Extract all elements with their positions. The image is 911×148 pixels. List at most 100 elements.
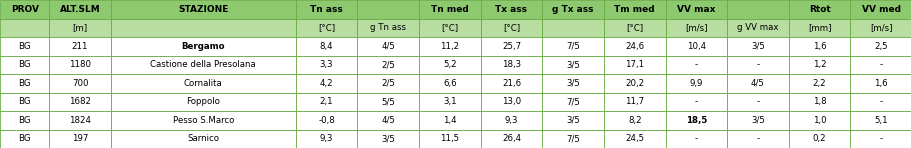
Text: 3/5: 3/5: [566, 79, 579, 88]
Bar: [849, 18, 911, 37]
Bar: [542, 130, 603, 148]
Bar: [295, 0, 357, 18]
Bar: [726, 0, 788, 18]
Bar: [665, 18, 726, 37]
Text: 6,6: 6,6: [443, 79, 456, 88]
Text: Tn med: Tn med: [431, 5, 468, 14]
Text: [m]: [m]: [73, 23, 87, 32]
Bar: [49, 0, 111, 18]
Text: 9,9: 9,9: [689, 79, 702, 88]
Text: 7/5: 7/5: [566, 134, 579, 143]
Bar: [418, 37, 480, 56]
Text: 3,3: 3,3: [320, 60, 333, 69]
Bar: [418, 0, 480, 18]
Text: PROV: PROV: [11, 5, 38, 14]
Text: [m/s]: [m/s]: [684, 23, 707, 32]
Bar: [480, 130, 542, 148]
Bar: [542, 0, 603, 18]
Bar: [0, 37, 49, 56]
Bar: [295, 111, 357, 130]
Bar: [0, 111, 49, 130]
Bar: [665, 37, 726, 56]
Bar: [295, 130, 357, 148]
Bar: [480, 0, 542, 18]
Text: -: -: [694, 60, 697, 69]
Bar: [0, 92, 49, 111]
Bar: [726, 37, 788, 56]
Bar: [418, 130, 480, 148]
Bar: [0, 74, 49, 92]
Text: Foppolo: Foppolo: [186, 97, 220, 106]
Bar: [726, 56, 788, 74]
Text: 3/5: 3/5: [750, 116, 764, 125]
Text: 7/5: 7/5: [566, 97, 579, 106]
Text: -: -: [694, 97, 697, 106]
Bar: [418, 56, 480, 74]
Text: 18,5: 18,5: [685, 116, 706, 125]
Bar: [111, 111, 295, 130]
Text: BG: BG: [18, 60, 31, 69]
Bar: [603, 130, 665, 148]
Text: 1,4: 1,4: [443, 116, 456, 125]
Text: -: -: [879, 97, 882, 106]
Text: 26,4: 26,4: [501, 134, 520, 143]
Bar: [49, 37, 111, 56]
Bar: [849, 37, 911, 56]
Text: BG: BG: [18, 79, 31, 88]
Text: 3/5: 3/5: [750, 42, 764, 51]
Bar: [111, 74, 295, 92]
Bar: [357, 18, 418, 37]
Text: Castione della Presolana: Castione della Presolana: [150, 60, 256, 69]
Bar: [665, 111, 726, 130]
Text: Cornalita: Cornalita: [184, 79, 222, 88]
Text: -: -: [755, 97, 759, 106]
Bar: [357, 74, 418, 92]
Text: -: -: [879, 60, 882, 69]
Text: BG: BG: [18, 116, 31, 125]
Text: 2/5: 2/5: [381, 79, 394, 88]
Text: BG: BG: [18, 42, 31, 51]
Bar: [603, 37, 665, 56]
Text: 1,6: 1,6: [812, 42, 825, 51]
Bar: [0, 0, 49, 18]
Text: Rtot: Rtot: [808, 5, 830, 14]
Text: BG: BG: [18, 134, 31, 143]
Bar: [726, 92, 788, 111]
Bar: [726, 74, 788, 92]
Bar: [665, 130, 726, 148]
Bar: [49, 56, 111, 74]
Text: 0,2: 0,2: [812, 134, 825, 143]
Text: 25,7: 25,7: [501, 42, 520, 51]
Bar: [849, 111, 911, 130]
Text: 3/5: 3/5: [381, 134, 394, 143]
Text: 2,5: 2,5: [874, 42, 887, 51]
Bar: [49, 18, 111, 37]
Bar: [726, 130, 788, 148]
Bar: [849, 130, 911, 148]
Text: 8,2: 8,2: [627, 116, 640, 125]
Bar: [0, 18, 49, 37]
Text: -: -: [755, 134, 759, 143]
Bar: [49, 111, 111, 130]
Text: 7/5: 7/5: [566, 42, 579, 51]
Bar: [111, 130, 295, 148]
Text: 9,3: 9,3: [504, 116, 517, 125]
Text: VV max: VV max: [676, 5, 715, 14]
Bar: [49, 130, 111, 148]
Text: 700: 700: [72, 79, 88, 88]
Bar: [111, 0, 295, 18]
Text: [°C]: [°C]: [502, 23, 519, 32]
Bar: [111, 92, 295, 111]
Text: ALT.SLM: ALT.SLM: [59, 5, 100, 14]
Bar: [849, 56, 911, 74]
Text: g Tx ass: g Tx ass: [552, 5, 593, 14]
Bar: [788, 18, 849, 37]
Text: 1824: 1824: [69, 116, 91, 125]
Text: 24,6: 24,6: [624, 42, 643, 51]
Text: Sarnico: Sarnico: [187, 134, 220, 143]
Bar: [542, 37, 603, 56]
Bar: [480, 18, 542, 37]
Bar: [480, 74, 542, 92]
Text: 5/5: 5/5: [381, 97, 394, 106]
Bar: [603, 74, 665, 92]
